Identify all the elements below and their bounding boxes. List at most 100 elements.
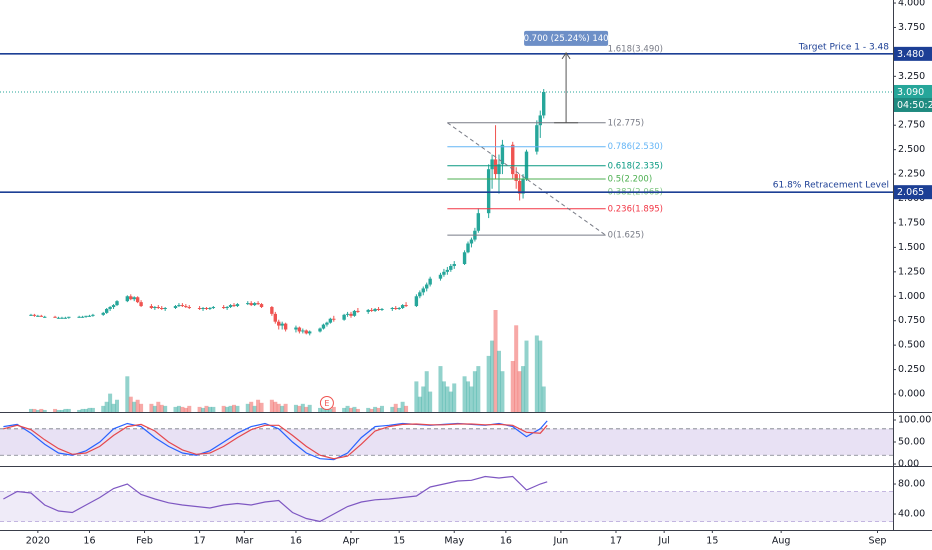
candle-body bbox=[521, 178, 525, 194]
volume-bar bbox=[125, 376, 130, 412]
candle-body bbox=[404, 305, 408, 307]
y-tick-label: 0.000 bbox=[898, 389, 925, 400]
candle-body bbox=[29, 314, 33, 316]
volume-bar bbox=[514, 325, 519, 412]
candle-body bbox=[421, 288, 425, 293]
candle-body bbox=[469, 239, 474, 244]
volume-bar bbox=[152, 405, 157, 412]
volume-bar bbox=[163, 405, 168, 412]
volume-bar bbox=[352, 406, 357, 412]
candle-body bbox=[125, 296, 130, 302]
volume-bar bbox=[466, 381, 471, 412]
x-tick-label: 2020 bbox=[26, 536, 50, 547]
candle-body bbox=[452, 264, 456, 266]
candle-body bbox=[380, 308, 384, 310]
candle-body bbox=[53, 316, 57, 318]
candle-body bbox=[56, 317, 61, 319]
volume-bar bbox=[225, 406, 230, 412]
candle-body bbox=[187, 307, 191, 309]
y-tick-label: 0.750 bbox=[898, 315, 925, 326]
candle-body bbox=[180, 305, 185, 307]
volume-bar bbox=[283, 403, 288, 412]
level-tag-bg bbox=[894, 185, 932, 200]
fib-label: 0(1.625) bbox=[608, 231, 644, 241]
volume-bar bbox=[173, 406, 178, 412]
fib-label: 1.618(3.490) bbox=[608, 44, 663, 54]
candle-body bbox=[256, 303, 260, 305]
candle-body bbox=[91, 314, 95, 316]
volume-bar bbox=[541, 386, 546, 412]
volume-bar bbox=[421, 386, 426, 412]
candle-body bbox=[428, 278, 432, 285]
candle-body bbox=[349, 313, 353, 316]
candle-body bbox=[204, 307, 209, 309]
candle-body bbox=[87, 315, 92, 317]
candle-body bbox=[104, 308, 109, 313]
volume-bar bbox=[349, 407, 354, 412]
candle-body bbox=[108, 307, 112, 309]
volume-bar bbox=[66, 408, 71, 412]
candle-body bbox=[304, 330, 308, 334]
level-label: Target Price 1 - 3.48 bbox=[798, 42, 890, 52]
last-price-tag-bg bbox=[894, 84, 932, 99]
candle-body bbox=[197, 307, 202, 309]
y-tick-label: 1.750 bbox=[898, 217, 925, 228]
candle-body bbox=[493, 159, 498, 175]
stoch-y-tick-label: 50.00 bbox=[898, 437, 925, 448]
candle-body bbox=[332, 318, 336, 320]
earnings-label: E bbox=[324, 399, 329, 408]
volume-bar bbox=[39, 408, 44, 412]
candle-body bbox=[184, 306, 188, 308]
volume-bar bbox=[366, 407, 371, 412]
candle-body bbox=[397, 307, 401, 309]
candle-body bbox=[500, 144, 505, 165]
y-tick-label: 1.250 bbox=[898, 266, 925, 277]
candle-body bbox=[294, 327, 298, 330]
candle-body bbox=[538, 115, 542, 126]
candle-body bbox=[60, 317, 64, 319]
volume-bar bbox=[462, 376, 467, 412]
volume-bar bbox=[428, 391, 433, 412]
volume-bar bbox=[373, 406, 378, 412]
candle-body bbox=[369, 309, 374, 311]
candle-body bbox=[252, 303, 257, 306]
x-tick-label: Sep bbox=[869, 536, 887, 547]
candle-body bbox=[149, 306, 154, 308]
candle-body bbox=[80, 316, 85, 318]
last-price-tag: 3.090 bbox=[897, 87, 924, 98]
y-tick-label: 2.500 bbox=[898, 144, 925, 155]
level-tag-bg bbox=[894, 46, 932, 61]
fib-label: 0.5(2.200) bbox=[608, 174, 652, 184]
measure-box bbox=[524, 30, 609, 46]
fib-label: 0.236(1.895) bbox=[608, 204, 663, 214]
candle-body bbox=[211, 307, 216, 309]
volume-bar bbox=[300, 403, 305, 412]
volume-bar bbox=[318, 407, 323, 412]
volume-bar bbox=[28, 408, 33, 412]
volume-bar bbox=[201, 407, 206, 412]
volume-bar bbox=[56, 409, 61, 412]
volume-bar bbox=[273, 401, 278, 412]
volume-bar bbox=[207, 406, 212, 412]
volume-bar bbox=[393, 403, 398, 412]
candle-body bbox=[208, 307, 212, 309]
candle-body bbox=[173, 306, 178, 308]
y-tick-label: 1.000 bbox=[898, 291, 925, 302]
x-tick-label: Jun bbox=[552, 536, 568, 547]
candle-body bbox=[153, 307, 157, 309]
candle-body bbox=[486, 169, 491, 214]
volume-bar bbox=[149, 403, 154, 412]
level-tag: 3.480 bbox=[897, 49, 924, 60]
volume-bar bbox=[321, 406, 326, 412]
earnings-marker bbox=[319, 396, 334, 410]
candle-body bbox=[32, 314, 37, 316]
y-tick-label: 3.750 bbox=[898, 22, 925, 33]
candle-body bbox=[345, 313, 350, 315]
candle-body bbox=[376, 308, 381, 310]
candle-body bbox=[497, 164, 501, 175]
candle-body bbox=[514, 174, 518, 181]
x-tick-label: May bbox=[444, 536, 464, 547]
y-tick-label: 2.250 bbox=[898, 169, 925, 180]
level-tag: 2.065 bbox=[897, 187, 924, 198]
volume-bar bbox=[53, 408, 58, 412]
